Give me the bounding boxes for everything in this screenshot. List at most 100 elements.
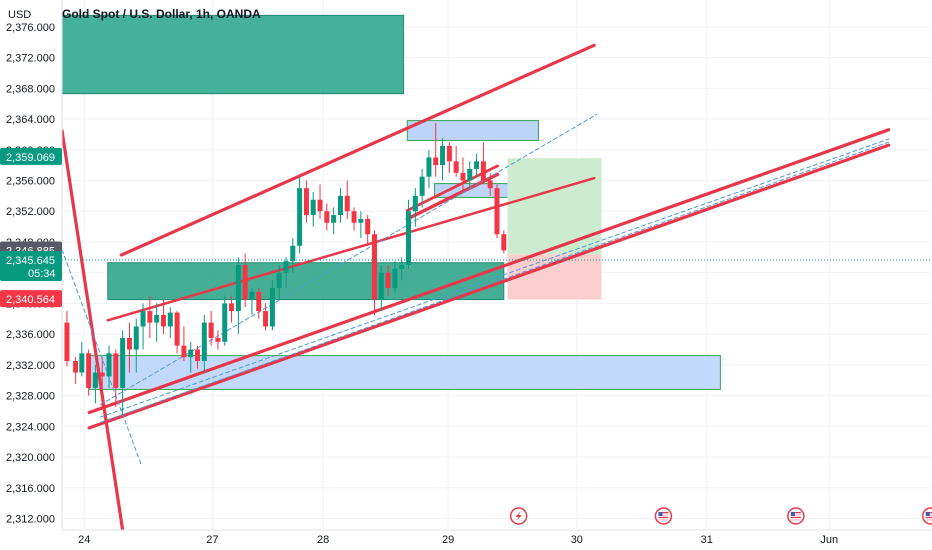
candle [188, 341, 194, 373]
candle-body [73, 361, 79, 373]
candle-body [467, 168, 473, 181]
price-tick-label: 2,356.000 [6, 176, 55, 188]
candle [154, 303, 160, 342]
lightning-glyph [515, 511, 522, 521]
candle-body [154, 314, 160, 323]
candle-body [344, 195, 350, 212]
candle-body [412, 195, 418, 212]
us-flag-event-icon-1[interactable] [654, 507, 673, 525]
candles-layer [64, 122, 507, 415]
candle [501, 230, 507, 254]
candle-body [140, 311, 146, 327]
event-circle [654, 507, 673, 525]
candle-body [242, 265, 248, 300]
high-marker-label: 2,359.069 [0, 147, 62, 165]
zones-layer [61, 14, 721, 390]
flag-stripe [790, 512, 801, 514]
lightning-event-icon[interactable] [509, 507, 528, 525]
candle [412, 188, 418, 227]
target-zone[interactable] [507, 158, 602, 255]
candle [474, 153, 480, 177]
dashed-lower-a[interactable] [99, 141, 890, 423]
flag-stripe [658, 516, 669, 519]
candle [256, 288, 262, 319]
candle [392, 261, 398, 292]
candle [126, 322, 132, 373]
chart-title: Gold Spot / U.S. Dollar, 1h, OANDA [62, 7, 261, 21]
candle-body [392, 268, 398, 289]
candle [378, 265, 384, 312]
time-tick-label: 24 [78, 534, 90, 546]
falling-trendline[interactable] [60, 128, 125, 532]
flag-stripe [925, 516, 932, 519]
candle [399, 257, 405, 281]
candle [229, 295, 235, 323]
current-price-countdown: 05:34 [28, 268, 56, 280]
candle [215, 330, 221, 350]
candle-body [310, 199, 316, 216]
low-marker-value: 2,340.564 [6, 294, 55, 306]
candle-body [99, 372, 105, 377]
candle [222, 295, 228, 346]
blue-zone-top[interactable] [406, 120, 539, 142]
price-tick-label: 2,312.000 [6, 513, 55, 525]
flag-stripe [658, 514, 669, 516]
time-tick-label: 28 [317, 534, 329, 546]
flag-stripe [790, 514, 801, 516]
candle [351, 207, 357, 231]
candle [160, 299, 166, 335]
channel-lower-outer[interactable] [87, 143, 891, 430]
candle [385, 265, 391, 296]
candle [337, 188, 343, 223]
candle-body [276, 272, 282, 289]
candle-body [317, 199, 323, 212]
candle-body [351, 211, 357, 223]
candle-body [256, 291, 262, 312]
time-tick-label: 30 [571, 534, 583, 546]
short-red-channel-a[interactable] [405, 172, 500, 221]
candle-body [222, 303, 228, 342]
dashed-lower-b[interactable] [99, 138, 890, 418]
candle [120, 330, 126, 415]
supply-zone-top[interactable] [61, 14, 405, 95]
channel-lower-inner[interactable] [87, 128, 891, 415]
price-tick-label: 2,364.000 [6, 114, 55, 126]
channel-mid-red[interactable] [106, 176, 596, 322]
time-axis-bg [62, 530, 932, 550]
demand-zone-mid[interactable] [107, 262, 505, 301]
candle [195, 345, 201, 369]
candle-body [337, 195, 343, 216]
candle [406, 199, 412, 269]
candle-body [358, 218, 364, 223]
candle [419, 168, 425, 208]
us-flag-event-icon-2[interactable] [787, 507, 805, 525]
candle-body [426, 157, 432, 177]
candle-body [385, 272, 391, 289]
low-marker-label: 2,340.564 [0, 290, 62, 308]
channel-upper[interactable] [119, 43, 596, 257]
candle-body [303, 188, 309, 216]
candle [181, 326, 187, 362]
candle-body [229, 303, 235, 312]
currency-label: USD [8, 9, 31, 21]
candle-body [474, 161, 480, 169]
candle-body [263, 311, 269, 327]
candle [460, 157, 466, 193]
candle [86, 349, 92, 396]
current-price-bg [0, 251, 62, 282]
candle-body [64, 322, 70, 362]
blue-zone-bottom[interactable] [88, 355, 721, 390]
candle [290, 238, 296, 273]
candle [310, 192, 316, 227]
dashed-falling[interactable] [61, 249, 142, 466]
candle [365, 215, 371, 246]
candle-body [494, 188, 500, 235]
candle [208, 311, 214, 346]
candle-body [283, 261, 289, 273]
candle-body [249, 291, 255, 300]
dashed-upper[interactable] [99, 113, 598, 406]
candle [331, 207, 337, 235]
candle [494, 184, 500, 239]
us-flag-event-icon-3[interactable] [922, 507, 932, 525]
